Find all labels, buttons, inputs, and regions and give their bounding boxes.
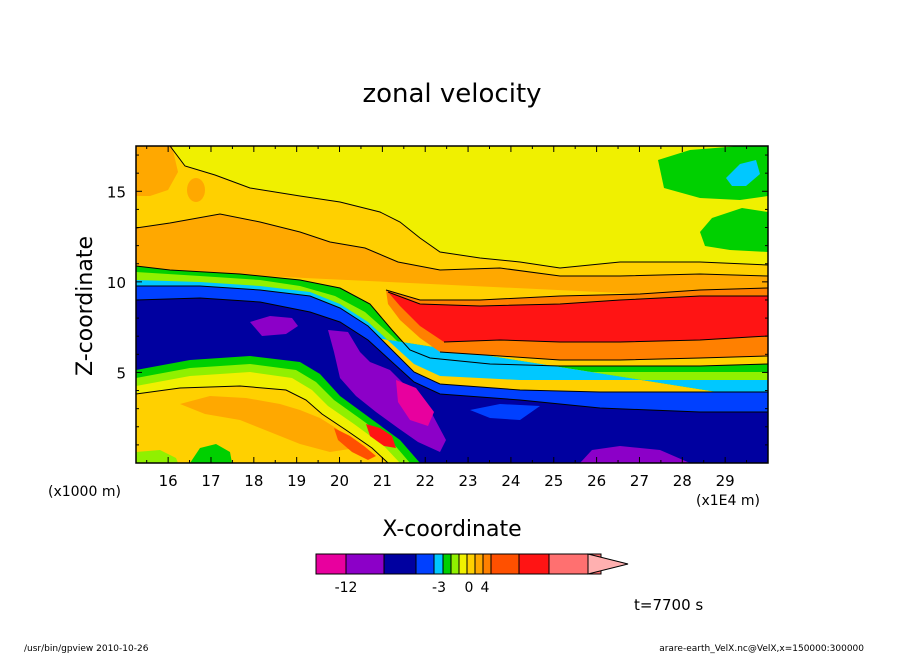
x-tick-label: 17 — [201, 472, 220, 490]
lower-jet-core-red — [334, 428, 376, 460]
colorbar-segment — [415, 553, 435, 575]
colorbar-segment — [466, 553, 476, 575]
surface-green-patch — [190, 444, 232, 463]
surface-green-patch-2 — [136, 450, 178, 463]
colorbar-segment — [482, 553, 492, 575]
upper-jet-red — [388, 292, 768, 342]
lower-jet-core — [180, 396, 356, 452]
x-tick-label: 25 — [544, 472, 563, 490]
colorbar-arrow — [587, 553, 629, 575]
x-tick-label: 26 — [587, 472, 606, 490]
upper-orange-bump — [300, 262, 340, 274]
colorbar-segment — [490, 553, 520, 575]
lower-core-purple — [250, 316, 298, 336]
lower-right-purple — [580, 446, 690, 463]
x-axis: 16 17 18 19 20 21 22 23 24 25 26 27 28 29 — [146, 146, 748, 490]
x-tick-label: 28 — [673, 472, 692, 490]
lower-jet-core-red-2 — [366, 424, 396, 448]
colorbar-tick-label: -3 — [432, 580, 446, 596]
lower-core-magenta — [396, 380, 434, 426]
x-tick-label: 27 — [630, 472, 649, 490]
upper-layer-orange-strip — [136, 214, 768, 300]
chart-title: zonal velocity — [362, 79, 541, 109]
x-tick-label: 19 — [287, 472, 306, 490]
colorbar-segment — [450, 553, 460, 575]
colorbar-segment — [458, 553, 468, 575]
y-tick-label: 5 — [116, 364, 126, 382]
colorbar-tick-label: -12 — [335, 580, 358, 596]
upper-orange-blob — [187, 178, 205, 202]
y-axis: 5 10 15 — [107, 154, 768, 446]
x-unit-right: (x1E4 m) — [696, 493, 760, 509]
upper-layer-yellow — [170, 146, 768, 268]
colorbar-segment — [345, 553, 385, 575]
y-tick-label: 15 — [107, 183, 126, 201]
y-tick-label: 10 — [107, 274, 126, 292]
x-tick-label: 23 — [459, 472, 478, 490]
footer-right: arare-earth_VelX.nc@VelX,x=150000:300000 — [659, 644, 864, 654]
contour-lines — [136, 146, 768, 463]
time-label: t=7700 s — [634, 596, 703, 614]
footer-left: /usr/bin/gpview 2010-10-26 — [24, 644, 149, 654]
x-tick-label: 16 — [159, 472, 178, 490]
colorbar-segment — [518, 553, 550, 575]
x-tick-label: 18 — [244, 472, 263, 490]
x-tick-label: 21 — [373, 472, 392, 490]
x-tick-label: 24 — [501, 472, 520, 490]
colorbar-segment — [383, 553, 417, 575]
upper-green-patch-ne — [658, 146, 768, 200]
colorbar-segment — [442, 553, 452, 575]
upper-layer-orange-nw — [136, 146, 178, 196]
colorbar-segment — [433, 553, 444, 575]
upper-cyan-patch — [726, 160, 760, 186]
x-tick-label: 29 — [716, 472, 735, 490]
x-axis-label: X-coordinate — [382, 517, 521, 542]
colorbar-segment — [315, 553, 347, 575]
colorbar-segment — [474, 553, 484, 575]
plot-frame — [135, 145, 769, 464]
y-axis-label: Z-coordinate — [73, 236, 98, 376]
x-tick-label: 22 — [416, 472, 435, 490]
colorbar-tick-label: 0 — [465, 580, 474, 596]
lower-right-blue-lobe — [470, 404, 540, 420]
colorbar-tick-label: 4 — [481, 580, 490, 596]
colorbar — [315, 553, 629, 575]
x-tick-label: 20 — [330, 472, 349, 490]
colorbar-ticks: -12 -3 0 4 — [335, 580, 490, 596]
upper-green-patch — [700, 208, 768, 252]
x-unit-left: (x1000 m) — [48, 484, 121, 500]
plot-area — [136, 146, 768, 463]
